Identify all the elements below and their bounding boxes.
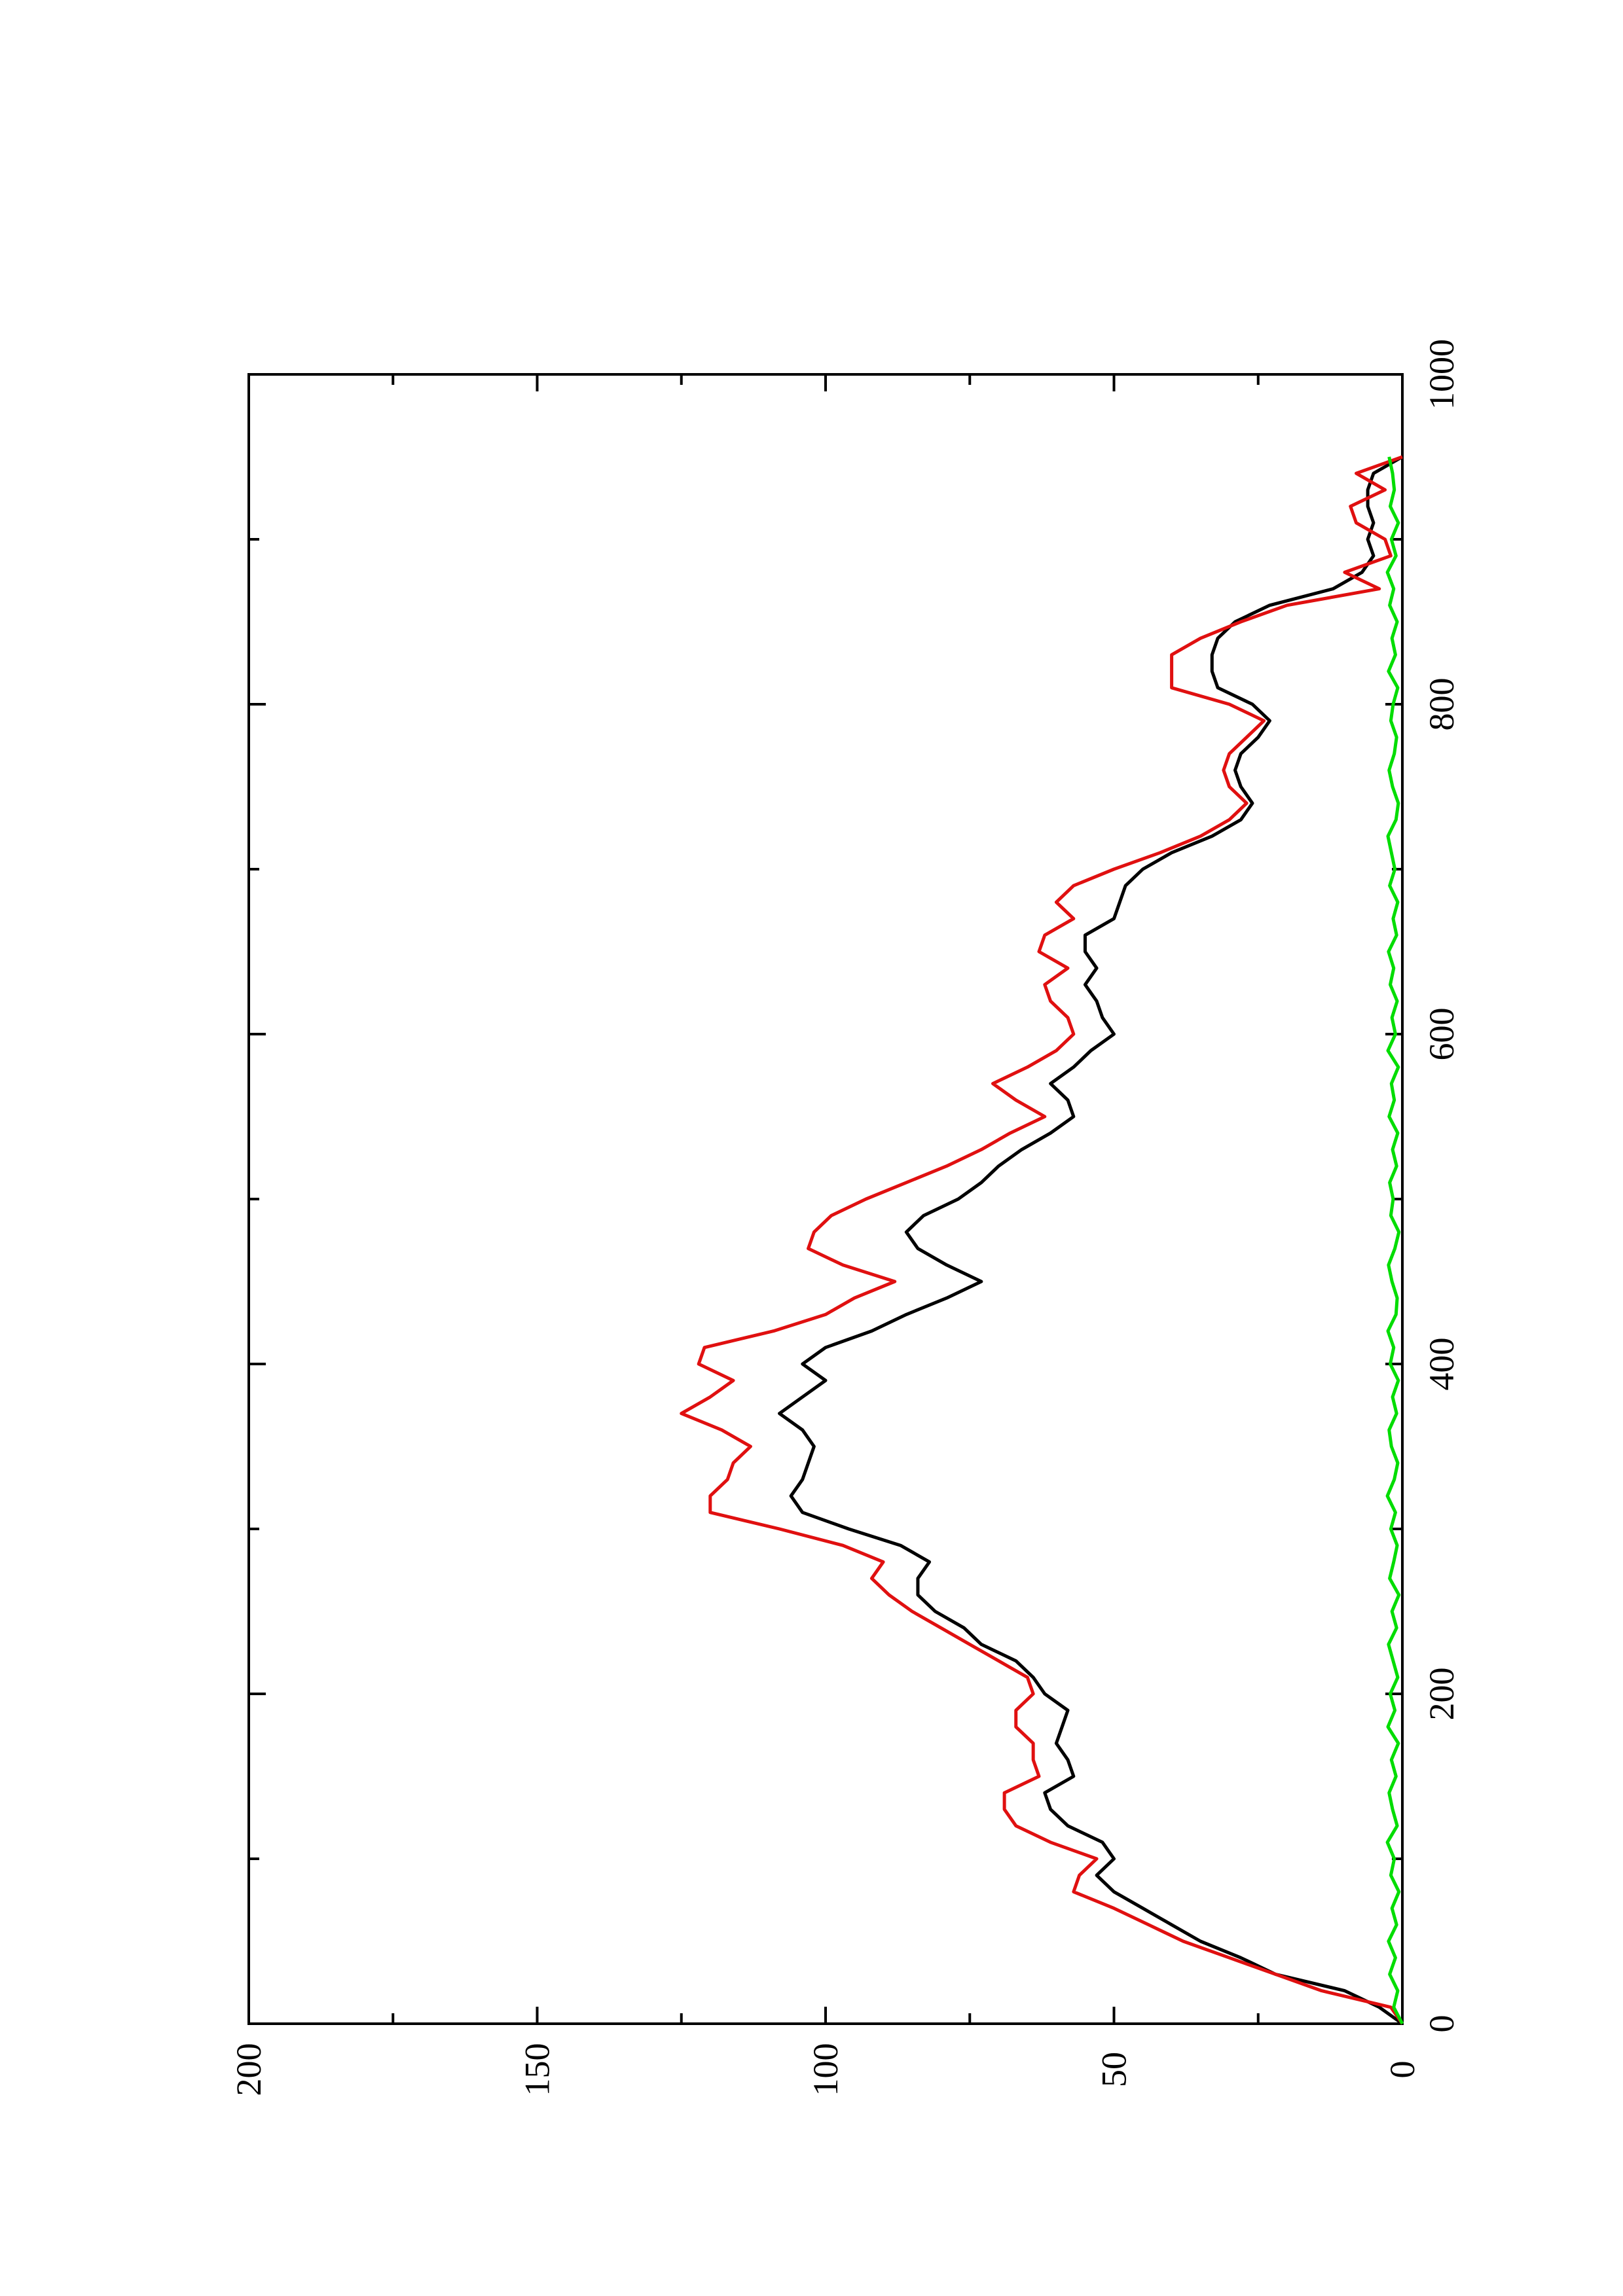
y-tick-label: 0 xyxy=(1383,2061,1422,2079)
chart-area: 0 200 400 600 800 1000 0 50 100 150 200 xyxy=(229,339,1461,2096)
x-tick-label: 1000 xyxy=(1422,339,1461,410)
y-tick-label: 50 xyxy=(1095,2052,1134,2087)
series-red-line xyxy=(680,455,1404,2025)
x-tick-label: 400 xyxy=(1422,1338,1461,1391)
x-tick-label: 200 xyxy=(1422,1668,1461,1721)
x-tick-label: 600 xyxy=(1422,1008,1461,1061)
series-green-line xyxy=(1385,456,1404,2025)
series-black-line xyxy=(778,455,1404,2026)
x-tick-label: 800 xyxy=(1422,678,1461,731)
y-tick-label: 200 xyxy=(229,2043,268,2096)
y-tick-label: 150 xyxy=(518,2043,557,2096)
y-tick-label: 100 xyxy=(806,2043,845,2096)
x-tick-label: 0 xyxy=(1422,2015,1461,2033)
